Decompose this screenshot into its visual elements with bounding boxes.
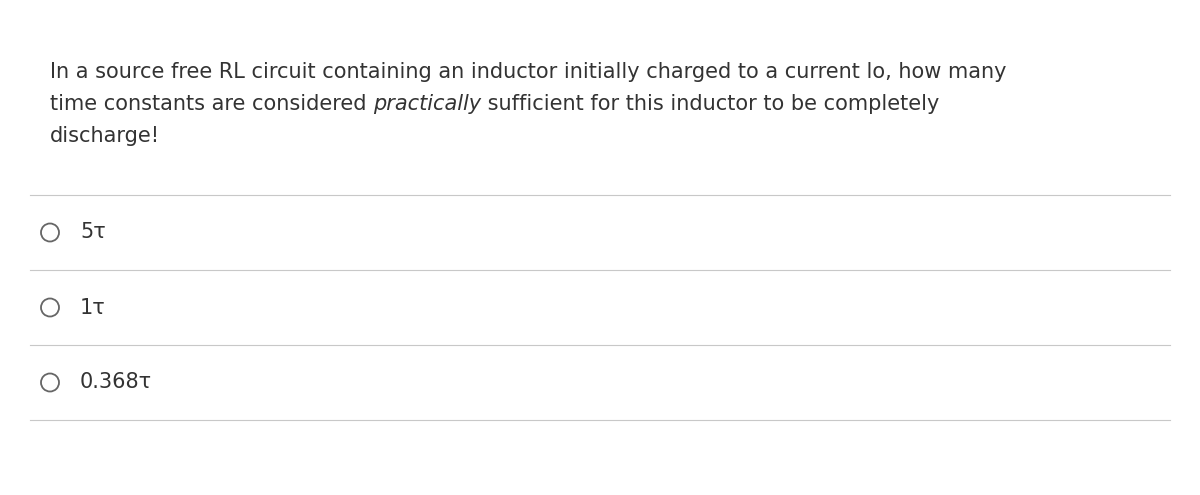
Text: sufficient for this inductor to be completely: sufficient for this inductor to be compl… — [481, 94, 940, 114]
Text: discharge!: discharge! — [50, 126, 160, 146]
Text: 0.368τ: 0.368τ — [80, 373, 152, 393]
Text: practically: practically — [373, 94, 481, 114]
Text: In a source free RL circuit containing an inductor initially charged to a curren: In a source free RL circuit containing a… — [50, 62, 1007, 82]
Text: 1τ: 1τ — [80, 297, 106, 317]
Text: 5τ: 5τ — [80, 222, 106, 243]
Text: time constants are considered: time constants are considered — [50, 94, 373, 114]
